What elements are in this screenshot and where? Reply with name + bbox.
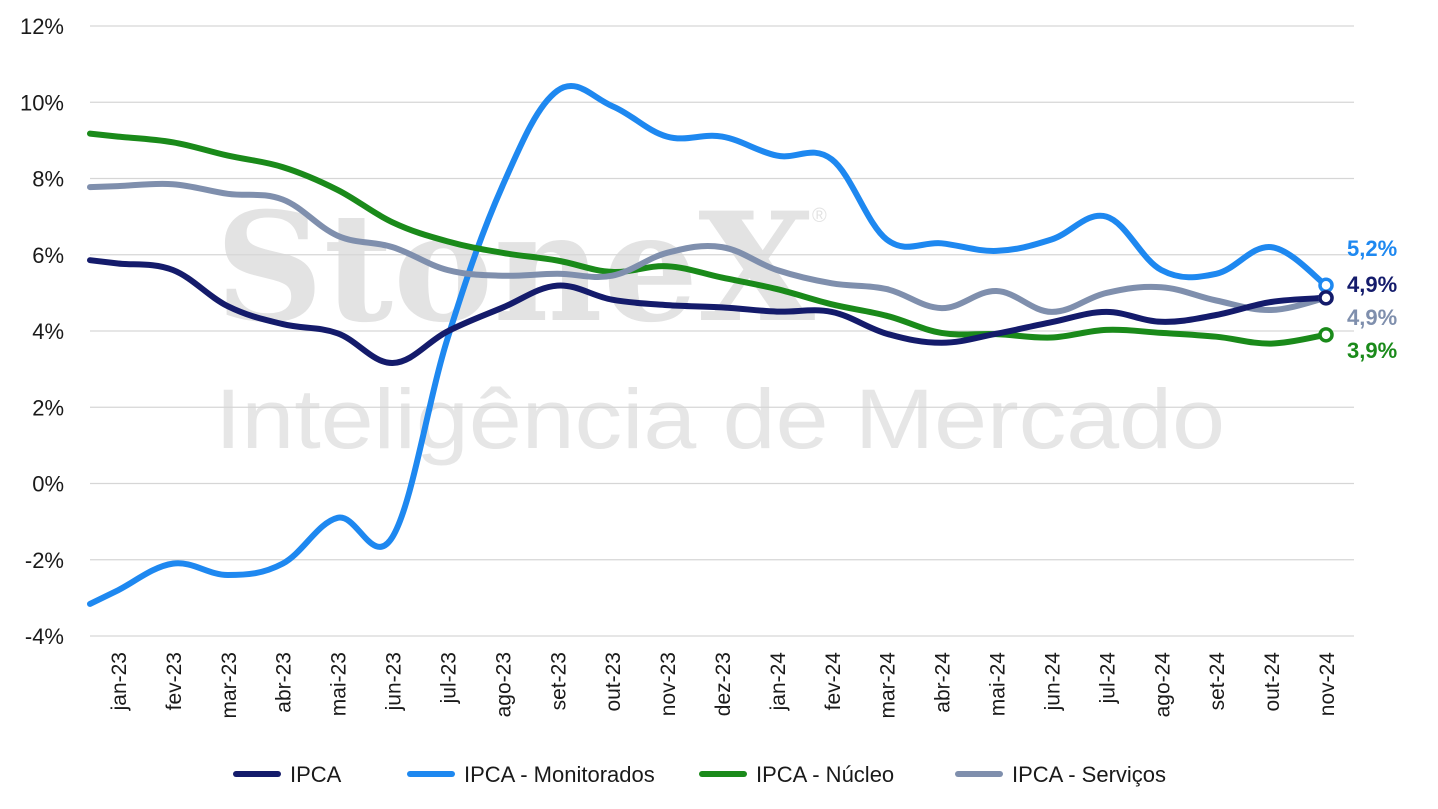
x-tick-label: jan-24	[767, 652, 790, 712]
series-line-ipca-nucleo	[87, 130, 1329, 347]
end-markers: 5,2% 3,9% 4,9% 4,9%	[1318, 236, 1397, 363]
x-tick-label: abr-24	[932, 652, 955, 713]
x-tick-label: set-23	[547, 652, 570, 710]
legend-label-ipca: IPCA	[290, 762, 342, 787]
end-marker-ipca-monitorados	[1318, 277, 1334, 293]
series-lines	[87, 82, 1329, 607]
end-label-ipca-monitorados: 5,2%	[1347, 236, 1397, 261]
watermark: StoneX ® Inteligência de Mercado	[215, 180, 1225, 466]
end-marker-ipca-nucleo	[1318, 327, 1334, 343]
legend: IPCA IPCA - Monitorados IPCA - Núcleo IPCA …	[233, 762, 1166, 787]
x-tick-label: ago-24	[1151, 652, 1174, 718]
x-tick-label: mai-24	[987, 652, 1010, 717]
x-tick-label: abr-23	[273, 652, 296, 713]
x-tick-label: fev-23	[163, 652, 186, 710]
x-tick-label: fev-24	[822, 652, 845, 711]
end-marker-ipca	[1318, 290, 1334, 306]
legend-label-ipca-servicos: IPCA - Serviços	[1012, 762, 1166, 787]
x-axis: jan-23 fev-23 mar-23 abr-23 mai-23 jun-23 jul-…	[108, 652, 1339, 719]
y-tick-label: 12%	[20, 14, 64, 39]
x-tick-label: mar-24	[877, 652, 900, 719]
y-axis: -4% -2% 0% 2% 4% 6% 8% 10% 12%	[20, 14, 64, 649]
x-tick-label: mai-23	[328, 652, 351, 716]
x-tick-label: out-23	[602, 652, 625, 712]
series-line-ipca-servicos	[87, 180, 1329, 315]
x-tick-label: nov-24	[1316, 652, 1339, 717]
x-tick-label: set-24	[1206, 652, 1229, 711]
x-tick-label: dez-23	[712, 652, 735, 716]
end-label-ipca-servicos: 4,9%	[1347, 305, 1397, 330]
x-tick-label: jun-23	[383, 652, 406, 711]
y-tick-label: 2%	[32, 395, 64, 420]
y-tick-label: 8%	[32, 167, 64, 192]
grid	[90, 25, 1354, 637]
series-line-ipca	[87, 257, 1329, 367]
x-tick-label: nov-23	[657, 652, 680, 716]
x-tick-label: mar-23	[218, 652, 241, 719]
watermark-registered-mark: ®	[812, 205, 827, 227]
x-tick-label: jul-24	[1096, 652, 1119, 705]
end-label-ipca-nucleo: 3,9%	[1347, 338, 1397, 363]
x-tick-label: jun-24	[1041, 652, 1064, 712]
legend-label-ipca-nucleo: IPCA - Núcleo	[756, 762, 894, 787]
end-label-ipca: 4,9%	[1347, 272, 1397, 297]
x-tick-label: ago-23	[492, 652, 515, 717]
y-tick-label: -2%	[25, 548, 64, 573]
y-tick-label: 0%	[32, 472, 64, 497]
y-tick-label: -4%	[25, 624, 64, 649]
watermark-subtitle: Inteligência de Mercado	[215, 372, 1225, 466]
y-tick-label: 6%	[32, 243, 64, 268]
x-tick-label: jan-23	[108, 652, 131, 711]
y-tick-label: 4%	[32, 319, 64, 344]
x-tick-label: out-24	[1261, 652, 1284, 712]
x-tick-label: jul-23	[437, 652, 460, 704]
y-tick-label: 10%	[20, 90, 64, 115]
series-line-ipca-monitorados	[87, 82, 1329, 607]
legend-label-ipca-monitorados: IPCA - Monitorados	[464, 762, 655, 787]
